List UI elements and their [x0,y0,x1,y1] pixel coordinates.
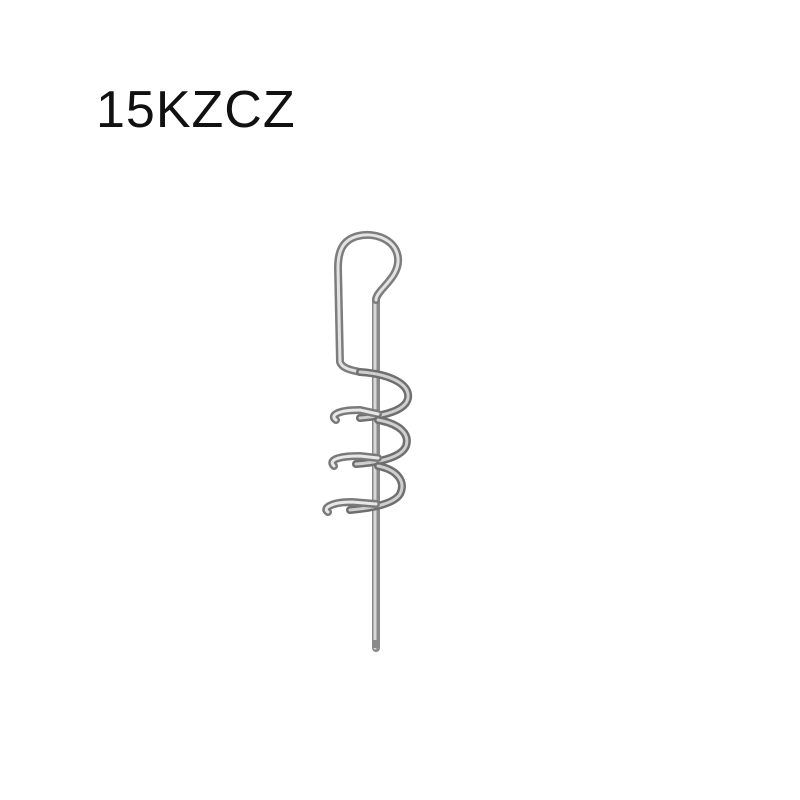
product-code-label: 15KZCZ [96,81,296,139]
pin-tip [372,640,380,648]
pin-wire [334,230,403,652]
spiral-coil [322,368,413,516]
